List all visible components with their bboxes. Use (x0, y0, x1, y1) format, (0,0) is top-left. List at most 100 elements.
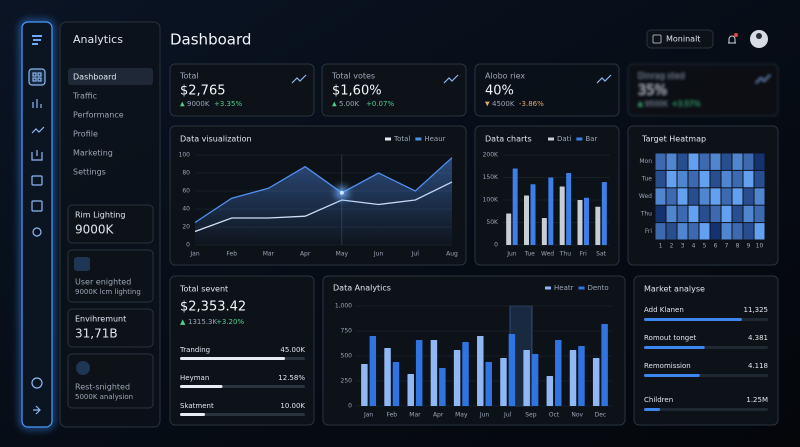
progress (644, 374, 700, 377)
bar (506, 213, 512, 245)
bar (524, 195, 530, 245)
bar (583, 197, 589, 245)
bar (601, 324, 608, 406)
bar (541, 218, 547, 245)
legend-label[interactable]: Dento (587, 284, 608, 292)
heat-cell (732, 153, 743, 170)
y-tick-label: 100 (179, 152, 191, 159)
progress (644, 346, 705, 349)
highlight-point (339, 190, 344, 195)
rail-icons[interactable] (28, 35, 46, 415)
bar (530, 184, 536, 245)
nav-item[interactable]: Performance (73, 111, 124, 120)
bar (384, 348, 391, 406)
progress (180, 413, 205, 416)
kpi-value: 40% (485, 84, 514, 99)
row-label: Children (644, 396, 673, 404)
heat-cell (732, 223, 743, 240)
market-title: Market analyse (644, 285, 705, 294)
heat-cell (677, 223, 688, 240)
nav-item[interactable]: Traffic (72, 92, 97, 101)
legend-label[interactable]: Bar (585, 135, 597, 143)
kpi-change: -3.86% (519, 100, 544, 108)
kpi-icon (443, 74, 459, 84)
kpi-card: Dinrag sted 35% ▲ 9500K +3.57% (627, 63, 779, 117)
chart-title: Data Analytics (333, 284, 391, 293)
kpi-arrow: ▼ (485, 101, 490, 108)
row-label: Fri (645, 228, 652, 235)
kpi-change: +0.07% (366, 100, 394, 108)
row-label: Wed (639, 193, 652, 200)
column-label: 3 (681, 243, 685, 250)
nav-item[interactable]: Marketing (73, 149, 113, 158)
x-tick-label: Tue (524, 251, 536, 258)
bar (430, 340, 438, 406)
x-tick-label: Aug (446, 251, 458, 258)
column-label: 8 (736, 243, 740, 250)
x-tick-label: Jun (373, 251, 384, 258)
legend-label[interactable]: Heaur (424, 135, 445, 143)
x-tick-label: Thu (559, 251, 571, 258)
heat-cell (754, 153, 765, 170)
heat-cell (754, 223, 765, 240)
bar (500, 358, 507, 406)
side-card-title: Rest-snighted (75, 383, 130, 392)
side-card-title: User enighted (75, 278, 131, 287)
kpi-icon (291, 74, 307, 84)
heat-cell (655, 223, 666, 240)
x-tick-label: Oct (549, 412, 560, 419)
progress (180, 357, 285, 360)
summary-title: Total sevent (179, 285, 228, 294)
heat-cell (754, 205, 765, 223)
row-value: 1.25M (746, 396, 768, 404)
column-label: 6 (714, 243, 718, 250)
heat-cell (754, 170, 765, 188)
nav-item[interactable]: Dashboard (73, 73, 116, 82)
bar (559, 186, 565, 245)
row-label: Remomission (644, 362, 691, 370)
row-label: Thu (640, 210, 652, 217)
heat-cell (710, 205, 721, 223)
legend-swatch (578, 286, 585, 290)
heat-cell (677, 153, 688, 170)
bar (462, 342, 469, 406)
legend-label[interactable]: Total (393, 135, 410, 143)
row-label: Romout tonget (644, 334, 697, 342)
nav-item[interactable]: Profile (73, 130, 98, 139)
calendar-icon (652, 34, 662, 44)
heat-cell (688, 153, 699, 170)
date-picker[interactable] (646, 29, 714, 49)
column-label: 1 (659, 243, 663, 250)
kpi-sub: 4500K (492, 100, 515, 108)
progress (644, 318, 742, 321)
x-tick-label: Fri (580, 251, 587, 258)
nav-active (68, 68, 153, 85)
kpi-card: Total $2,765 ▲ 9000K +3.35% (169, 63, 315, 117)
bar (569, 350, 577, 406)
kpi-bg (321, 63, 467, 117)
kpi-bg (169, 63, 315, 117)
y-tick-label: 0 (348, 403, 352, 410)
kpi-label: Alobo riex (485, 72, 525, 81)
heat-cell (732, 205, 743, 223)
side-card[interactable] (67, 308, 154, 348)
y-tick-label: 500 (341, 353, 353, 360)
x-tick-label: Wed (541, 251, 554, 258)
heat-cell (699, 153, 710, 170)
side-card[interactable] (67, 204, 154, 244)
summary-value: $2,353.42 (180, 300, 246, 315)
legend-label[interactable]: Heatr (554, 284, 574, 292)
kpi-sub: 5.00K (339, 100, 360, 108)
bell[interactable] (728, 35, 736, 44)
x-tick-label: Feb (226, 251, 237, 258)
column-label: 10 (756, 243, 764, 250)
heat-cell (699, 188, 710, 205)
nav-item[interactable]: Settings (73, 168, 106, 177)
x-tick-label: Jul (503, 412, 512, 419)
heat-cell (710, 153, 721, 170)
chart-title: Target Heatmap (641, 135, 706, 144)
x-tick-label: Jun (506, 251, 517, 258)
heat-cell (666, 188, 677, 205)
legend-label[interactable]: Dati (557, 135, 571, 143)
bar (523, 350, 530, 406)
